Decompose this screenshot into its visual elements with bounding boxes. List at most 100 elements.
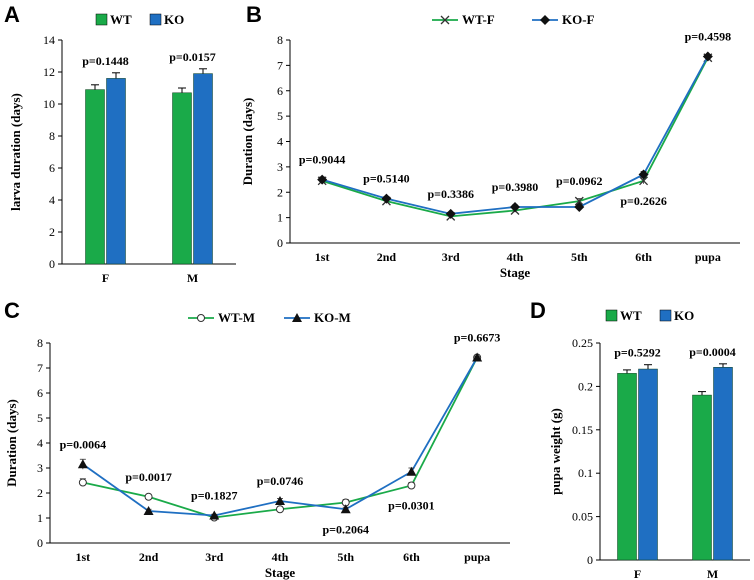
- y-tick-label: 6: [37, 386, 43, 400]
- x-category-label: 6th: [403, 550, 420, 564]
- x-axis-title: Stage: [265, 565, 296, 580]
- y-axis-title: larva duration (days): [8, 93, 23, 211]
- y-tick-label: 2: [277, 185, 283, 199]
- y-tick-label: 2: [37, 486, 43, 500]
- series-line-ko-m: [82, 357, 478, 517]
- legend-swatch-wt: [605, 309, 618, 322]
- x-category-label: M: [707, 567, 718, 580]
- y-tick-label: 2: [49, 225, 55, 239]
- p-value-pupa: p=0.6673: [454, 331, 501, 345]
- y-tick-label: 8: [37, 336, 43, 350]
- chart-d-pupa-weight: 0 0.05 0.1 0.15 0.2 0.25 p=0.5292 Fp=0.0004 Mpup…: [548, 308, 750, 580]
- point-ko-f-pupa: [702, 51, 713, 62]
- x-category-label: 1st: [76, 550, 91, 564]
- y-tick-label: 4: [277, 135, 283, 149]
- y-tick-label: 8: [277, 33, 283, 47]
- y-axis-title: Duration (days): [4, 399, 19, 487]
- y-tick-label: 7: [277, 58, 283, 72]
- chart-c-male-stage-duration: 0 1 2 3 4 5 6 7 8 1st 2nd 3rd 4th 5th 6th pupa p=0.0064 p…: [4, 310, 510, 580]
- legend-marker-wt-f: [440, 15, 450, 25]
- legend-label-ko-f: KO-F: [562, 12, 595, 27]
- p-value-5th: p=0.2064: [322, 522, 369, 536]
- point-ko-m-1st: [77, 459, 88, 469]
- bar-wt-m: [172, 92, 192, 265]
- y-tick-label: 0.05: [572, 510, 593, 524]
- legend-label-ko: KO: [164, 12, 184, 27]
- y-tick-label: 0: [49, 257, 55, 271]
- y-tick-label: 7: [37, 361, 43, 375]
- point-wt-f-6th: [639, 176, 649, 186]
- x-category-label: pupa: [464, 550, 490, 564]
- panel-label-c: C: [4, 298, 20, 323]
- point-wt-m-1st: [78, 478, 87, 487]
- x-category-label: pupa: [695, 250, 721, 264]
- y-tick-label: 14: [43, 33, 55, 47]
- p-value-1st: p=0.0064: [60, 437, 107, 451]
- p-value-2nd: p=0.5140: [363, 172, 410, 186]
- legend-label-wt: WT: [620, 308, 642, 323]
- point-ko-m-6th: [406, 466, 417, 476]
- legend-swatch-ko: [149, 13, 162, 26]
- y-axis-title: Duration (days): [240, 98, 255, 186]
- p-value-5th: p=0.0962: [556, 174, 603, 188]
- y-tick-label: 1: [277, 211, 283, 225]
- p-value-4th: p=0.3980: [492, 180, 539, 194]
- y-tick-label: 8: [49, 129, 55, 143]
- y-tick-label: 12: [43, 65, 55, 79]
- point-wt-m-2nd: [144, 492, 153, 501]
- p-value-f: p=0.5292: [614, 346, 661, 360]
- y-axis-title: pupa weight (g): [548, 408, 563, 495]
- x-category-label: 1st: [315, 250, 330, 264]
- legend-swatch-ko: [659, 309, 672, 322]
- p-value-f: p=0.1448: [82, 54, 129, 68]
- bar-wt-f: [617, 373, 637, 561]
- y-tick-label: 3: [277, 160, 283, 174]
- y-tick-label: 3: [37, 461, 43, 475]
- y-tick-label: 4: [49, 193, 55, 207]
- x-category-label: 2nd: [139, 550, 159, 564]
- x-category-label: 4th: [507, 250, 524, 264]
- bar-ko-m: [193, 73, 213, 265]
- y-tick-label: 1: [37, 511, 43, 525]
- point-ko-f-1st: [317, 174, 328, 185]
- p-value-1st: p=0.9044: [299, 153, 346, 167]
- legend-marker-wt-m: [197, 314, 205, 322]
- x-category-label: M: [187, 271, 198, 285]
- legend-label-wt-f: WT-F: [462, 12, 495, 27]
- y-tick-label: 0: [277, 236, 283, 250]
- point-ko-f-2nd: [381, 193, 392, 204]
- y-tick-label: 0.25: [572, 336, 593, 350]
- p-value-m: p=0.0157: [169, 50, 216, 64]
- x-category-label: 3rd: [442, 250, 460, 264]
- y-tick-label: 5: [37, 411, 43, 425]
- x-axis-title: Stage: [500, 265, 531, 280]
- p-value-4th: p=0.0746: [257, 474, 304, 488]
- bar-ko-m: [713, 367, 733, 561]
- x-category-label: 5th: [571, 250, 588, 264]
- y-tick-label: 6: [49, 161, 55, 175]
- legend-label-wt: WT: [110, 12, 132, 27]
- p-value-m: p=0.0004: [689, 345, 736, 359]
- y-tick-label: 4: [37, 436, 43, 450]
- bar-ko-f: [106, 78, 126, 265]
- p-value-3rd: p=0.3386: [427, 187, 474, 201]
- bar-ko-f: [638, 368, 658, 561]
- y-tick-label: 0: [587, 553, 593, 567]
- point-ko-f-5th: [574, 201, 585, 212]
- point-ko-m-2nd: [143, 506, 154, 515]
- x-category-label: 2nd: [377, 250, 397, 264]
- point-wt-f-5th: [574, 196, 584, 206]
- point-ko-f-4th: [510, 201, 520, 212]
- y-tick-label: 0.15: [572, 423, 593, 437]
- legend-swatch-wt: [95, 13, 108, 26]
- p-value-6th: p=0.0301: [388, 499, 435, 513]
- y-tick-label: 6: [277, 84, 283, 98]
- p-value-3rd: p=0.1827: [191, 489, 238, 503]
- legend-label-ko: KO: [674, 308, 694, 323]
- y-tick-label: 10: [43, 97, 55, 111]
- y-tick-label: 5: [277, 109, 283, 123]
- x-category-label: 4th: [272, 550, 289, 564]
- point-ko-m-5th: [340, 504, 351, 514]
